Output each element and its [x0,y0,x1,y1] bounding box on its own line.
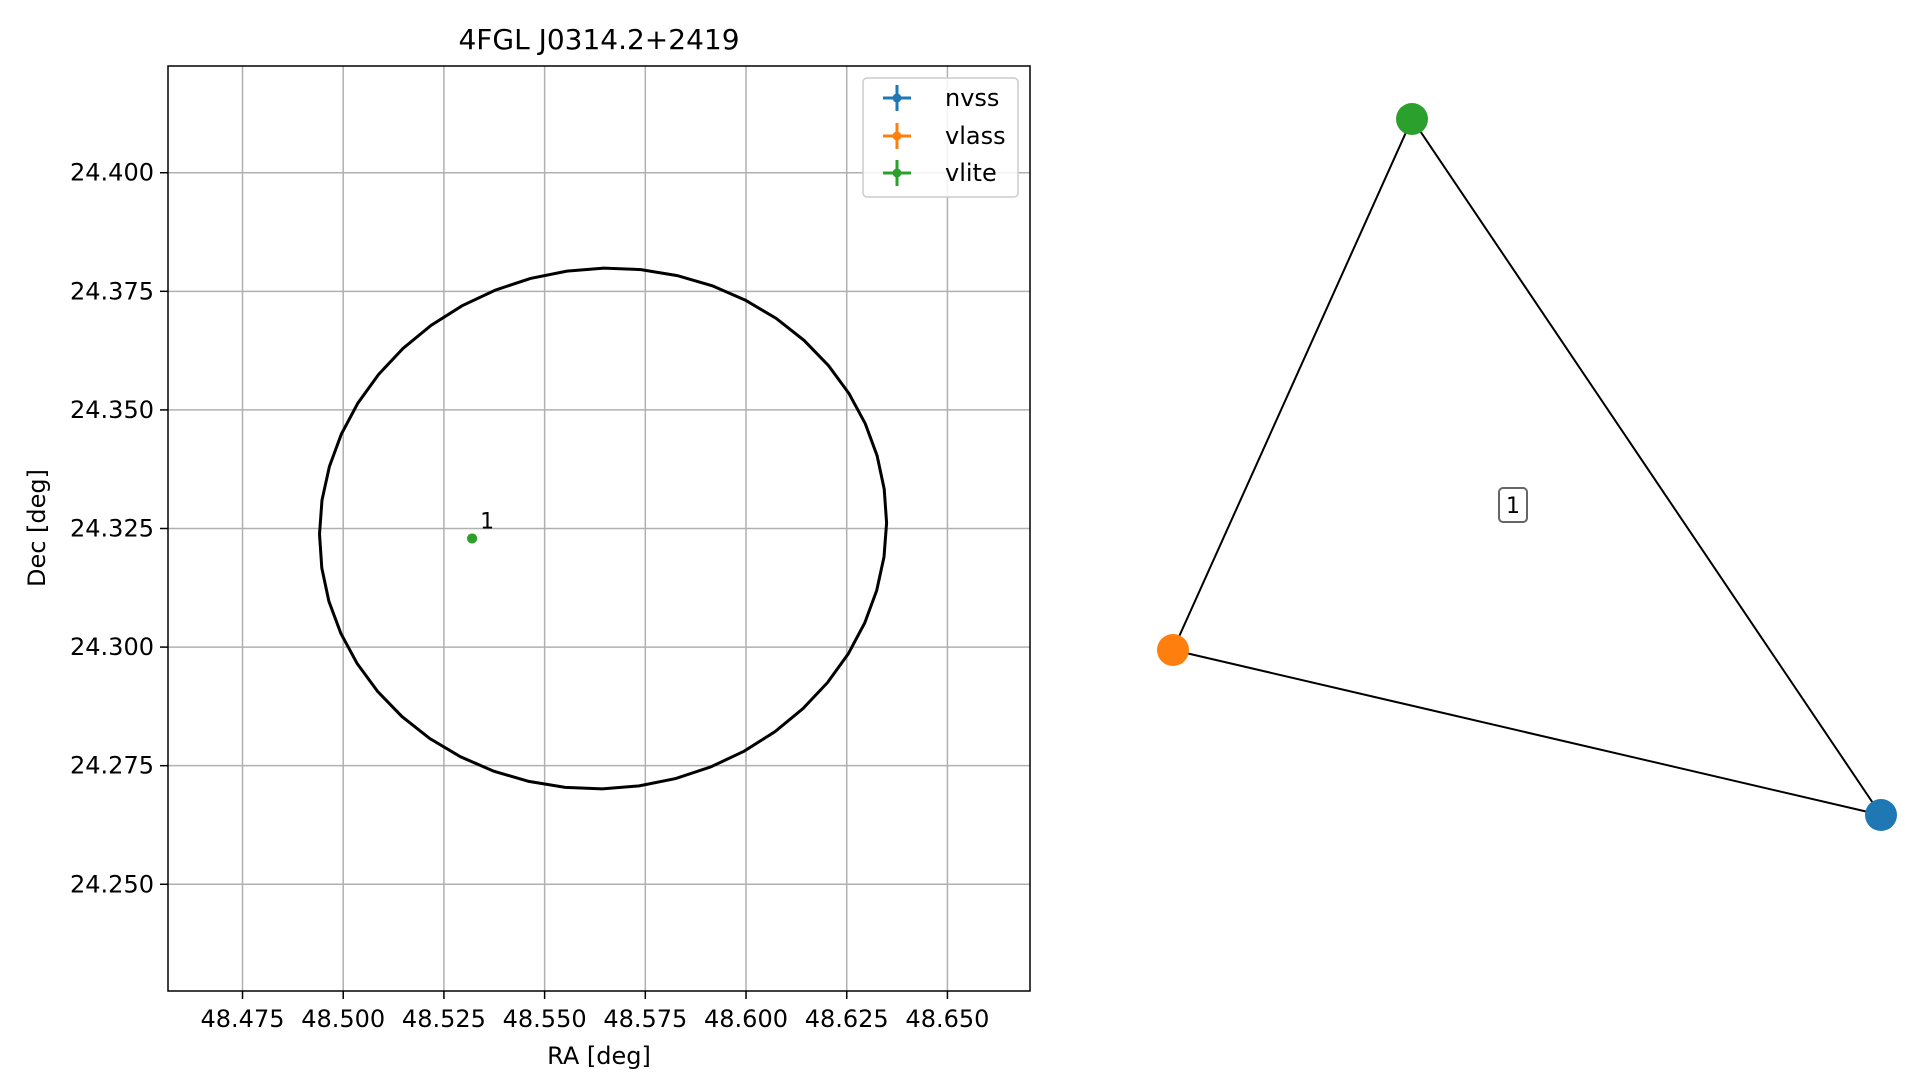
y-axis-label: Dec [deg] [23,469,51,587]
y-tick-label: 24.250 [70,870,154,898]
component-label: 1 [1506,494,1520,519]
legend-marker-nvss [892,93,902,103]
graph-edge-vlass-nvss [1172,649,1882,816]
legend-label-vlite: vlite [945,159,997,187]
legend-label-vlass: vlass [945,122,1006,150]
y-tick-label: 24.350 [70,396,154,424]
x-tick-label: 48.550 [503,1005,587,1033]
y-tick-label: 24.325 [70,515,154,543]
x-axis-label: RA [deg] [547,1042,651,1070]
y-tick-label: 24.300 [70,633,154,661]
sky-plot: 1 48.475 48.500 48.525 48.550 48.575 48.600 48… [23,23,1031,1070]
match-graph: 1 [1157,103,1897,831]
graph-edge-vlite-vlass [1172,118,1413,651]
y-tick-label: 24.375 [70,277,154,305]
legend-marker-vlass [892,131,902,141]
x-tick-label: 48.500 [301,1005,385,1033]
uncertainty-ellipse [317,266,889,791]
y-tick-label: 24.400 [70,159,154,187]
graph-edges [1172,118,1882,816]
graph-nodes [1157,103,1897,831]
x-tick-label: 48.600 [704,1005,788,1033]
legend: nvss vlass vlite [862,77,1019,198]
chart-title: 4FGL J0314.2+2419 [458,23,739,56]
x-tick-label: 48.650 [905,1005,989,1033]
y-tick-label: 24.275 [70,752,154,780]
grid [168,66,1030,991]
graph-node-nvss [1865,799,1897,831]
x-tick-label: 48.475 [201,1005,285,1033]
x-tick-label: 48.625 [805,1005,889,1033]
legend-label-nvss: nvss [945,84,999,112]
data-points [467,533,478,544]
graph-node-vlite [1396,103,1428,135]
point-label: 1 [480,509,494,534]
legend-box [862,77,1019,198]
x-tick-label: 48.525 [402,1005,486,1033]
x-axis: 48.475 48.500 48.525 48.550 48.575 48.600 48.6… [201,991,989,1033]
data-point-vlite [467,533,478,544]
component-label-box [1498,487,1528,523]
graph-node-vlass [1157,634,1189,666]
graph-edge-vlite-nvss [1411,118,1882,816]
legend-marker-vlite [892,168,902,178]
x-tick-label: 48.575 [603,1005,687,1033]
y-axis: 24.250 24.275 24.300 24.325 24.350 24.375 24.4… [70,159,168,898]
